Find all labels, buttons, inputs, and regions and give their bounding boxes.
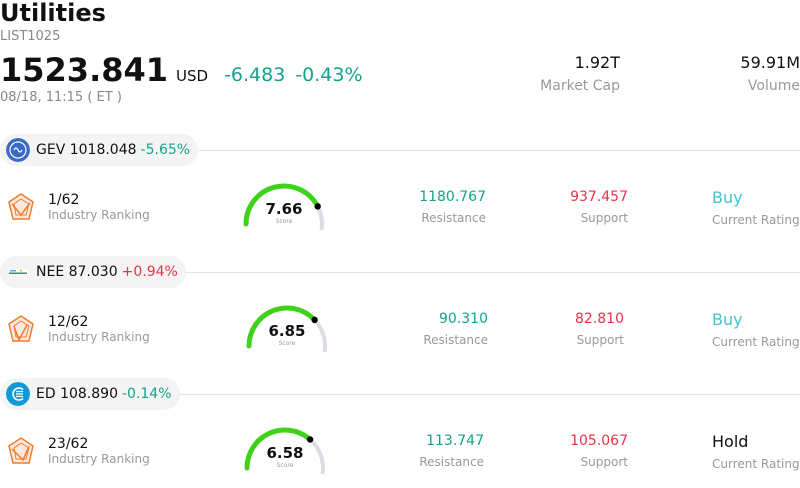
resistance-label: Resistance	[423, 333, 488, 347]
support-value: 82.810	[575, 311, 624, 327]
industry-ranking-label: Industry Ranking	[48, 452, 150, 466]
stock-change-percent: -0.14%	[121, 386, 172, 402]
stock-symbol-price: GEV 1018.048	[36, 142, 137, 158]
index-code: LIST1025	[0, 29, 61, 44]
resistance-metric: 1180.767 Resistance	[419, 189, 486, 225]
price-change: -6.483	[224, 64, 286, 86]
index-price: 1523.841	[0, 51, 169, 89]
support-value: 105.067	[570, 433, 628, 449]
rating-label: Current Rating	[712, 457, 800, 471]
current-rating: Hold Current Rating	[712, 432, 800, 471]
stock-change-percent: -5.65%	[140, 142, 191, 158]
score-label: Score	[276, 462, 294, 469]
score-gauge	[244, 427, 325, 474]
industry-ranking-value: 12/62	[48, 314, 89, 330]
rating-label: Current Rating	[712, 213, 800, 227]
resistance-label: Resistance	[421, 211, 486, 225]
ranking-pentagon-icon	[8, 315, 34, 342]
rating-value: Buy	[712, 310, 743, 329]
support-metric: 937.457 Support	[570, 189, 628, 225]
industry-ranking-label: Industry Ranking	[48, 330, 150, 344]
page-title: Utilities	[0, 0, 106, 27]
stock-change-percent: +0.94%	[121, 264, 178, 280]
support-label: Support	[580, 211, 628, 225]
volume-value: 59.91M	[740, 53, 800, 72]
current-rating: Buy Current Rating	[712, 188, 800, 227]
timestamp: 08/18, 11:15 ( ET )	[0, 90, 122, 105]
ranking-pentagon-icon	[8, 437, 34, 464]
support-metric: 82.810 Support	[575, 311, 624, 347]
support-label: Support	[576, 333, 624, 347]
volume-stat: 59.91M Volume	[740, 53, 800, 94]
score-gauge	[246, 305, 327, 352]
support-metric: 105.067 Support	[570, 433, 628, 469]
resistance-value: 90.310	[439, 311, 488, 327]
score-value: 7.66	[265, 200, 303, 218]
divider	[179, 394, 800, 395]
resistance-value: 1180.767	[419, 189, 486, 205]
industry-ranking-value: 23/62	[48, 436, 89, 452]
divider	[198, 150, 800, 151]
price-change-percent: -0.43%	[295, 64, 363, 86]
stock-header-ed[interactable]: ED 108.890 -0.14%	[0, 378, 180, 410]
score-label: Score	[278, 340, 296, 347]
score-label: Score	[275, 218, 293, 225]
ed-logo-icon	[6, 382, 30, 406]
market-cap-label: Market Cap	[540, 78, 620, 94]
rating-value: Hold	[712, 432, 749, 451]
stock-symbol-price: ED 108.890	[36, 386, 118, 402]
score-value: 6.85	[268, 322, 306, 340]
divider	[185, 272, 800, 273]
price-row: 1523.841 USD -6.483 -0.43%	[0, 51, 363, 89]
industry-ranking-label: Industry Ranking	[48, 208, 150, 222]
industry-ranking-value: 1/62	[48, 192, 80, 208]
nee-logo-icon	[6, 260, 30, 284]
rating-label: Current Rating	[712, 335, 800, 349]
resistance-value: 113.747	[426, 433, 484, 449]
ranking-pentagon-icon	[8, 193, 34, 220]
stock-symbol-price: NEE 87.030	[36, 264, 118, 280]
resistance-metric: 90.310 Resistance	[423, 311, 488, 347]
resistance-label: Resistance	[419, 455, 484, 469]
stock-header-gev[interactable]: GEV 1018.048 -5.65%	[0, 134, 199, 166]
score-gauge	[243, 183, 324, 230]
ge-logo-icon	[6, 138, 30, 162]
rating-value: Buy	[712, 188, 743, 207]
stock-header-nee[interactable]: NEE 87.030 +0.94%	[0, 256, 186, 288]
current-rating: Buy Current Rating	[712, 310, 800, 349]
resistance-metric: 113.747 Resistance	[419, 433, 484, 469]
support-value: 937.457	[570, 189, 628, 205]
market-cap-value: 1.92T	[574, 53, 620, 72]
support-label: Support	[580, 455, 628, 469]
score-value: 6.58	[266, 444, 304, 462]
volume-label: Volume	[747, 78, 800, 94]
currency-label: USD	[176, 67, 209, 85]
market-cap-stat: 1.92T Market Cap	[540, 53, 620, 94]
